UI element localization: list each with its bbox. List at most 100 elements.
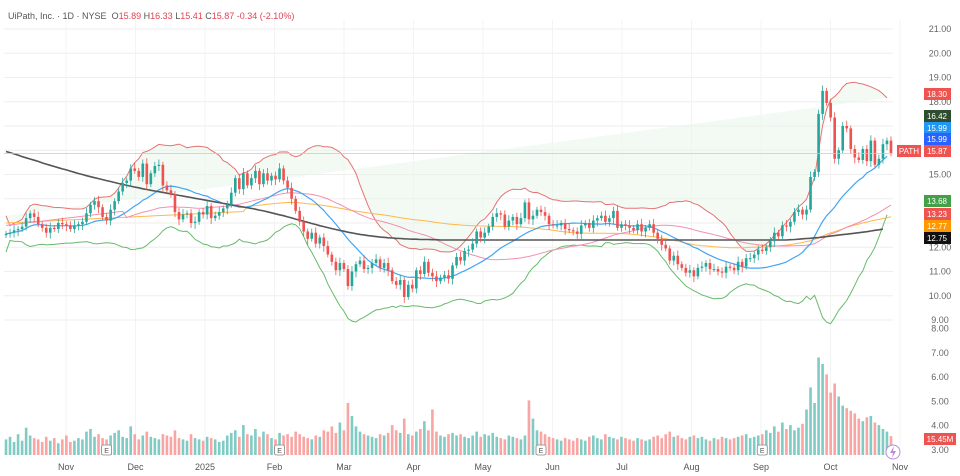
- candle-body[interactable]: [20, 226, 24, 230]
- candle-body[interactable]: [101, 207, 104, 217]
- candle-body[interactable]: [720, 271, 724, 273]
- candle-body[interactable]: [398, 279, 402, 285]
- candle-body[interactable]: [736, 261, 740, 271]
- candle-body[interactable]: [483, 232, 487, 238]
- earnings-marker[interactable]: [535, 444, 547, 456]
- candle-body[interactable]: [620, 224, 623, 228]
- candle-body[interactable]: [551, 224, 555, 226]
- candle-body[interactable]: [390, 270, 394, 282]
- candle-body[interactable]: [161, 164, 165, 186]
- candle-body[interactable]: [290, 187, 293, 199]
- candle-body[interactable]: [274, 175, 277, 180]
- candle-body[interactable]: [519, 218, 523, 225]
- candle-body[interactable]: [499, 213, 503, 215]
- candle-body[interactable]: [386, 263, 390, 271]
- candle-body[interactable]: [213, 215, 217, 219]
- candle-body[interactable]: [145, 163, 149, 185]
- candle-body[interactable]: [48, 227, 52, 233]
- candle-body[interactable]: [455, 256, 458, 266]
- candle-body[interactable]: [748, 258, 752, 260]
- candle-body[interactable]: [350, 271, 354, 287]
- candle-body[interactable]: [81, 221, 84, 225]
- candle-body[interactable]: [12, 230, 16, 233]
- candle-body[interactable]: [93, 201, 96, 205]
- candle-body[interactable]: [322, 237, 326, 247]
- candle-body[interactable]: [197, 212, 201, 222]
- candle-body[interactable]: [624, 224, 627, 226]
- candle-body[interactable]: [165, 185, 169, 191]
- candle-body[interactable]: [286, 180, 289, 188]
- candle-body[interactable]: [712, 269, 716, 271]
- candle-body[interactable]: [149, 173, 153, 185]
- candle-body[interactable]: [77, 224, 80, 226]
- candle-body[interactable]: [865, 149, 869, 162]
- candle-body[interactable]: [354, 264, 358, 272]
- candle-body[interactable]: [358, 260, 362, 265]
- candle-body[interactable]: [869, 140, 873, 162]
- candle-body[interactable]: [724, 266, 728, 273]
- candle-body[interactable]: [193, 221, 197, 223]
- candle-body[interactable]: [507, 220, 511, 227]
- candle-body[interactable]: [752, 254, 756, 259]
- candle-body[interactable]: [374, 259, 378, 264]
- candle-body[interactable]: [173, 193, 177, 213]
- candle-body[interactable]: [793, 212, 796, 222]
- candle-body[interactable]: [326, 246, 330, 255]
- candle-body[interactable]: [410, 284, 414, 289]
- candle-body[interactable]: [238, 178, 241, 190]
- candle-body[interactable]: [61, 223, 64, 225]
- candle-body[interactable]: [825, 90, 828, 103]
- earnings-marker[interactable]: [101, 444, 112, 456]
- candle-body[interactable]: [366, 267, 370, 270]
- candle-body[interactable]: [833, 117, 836, 159]
- candle-body[interactable]: [85, 213, 88, 222]
- candle-body[interactable]: [539, 209, 543, 213]
- candle-body[interactable]: [696, 267, 700, 277]
- candle-body[interactable]: [209, 206, 213, 219]
- candle-body[interactable]: [704, 263, 708, 267]
- candle-body[interactable]: [310, 232, 314, 239]
- candle-body[interactable]: [451, 265, 454, 279]
- candle-body[interactable]: [229, 192, 233, 205]
- candle-body[interactable]: [596, 218, 599, 221]
- candle-body[interactable]: [592, 220, 595, 228]
- candle-body[interactable]: [125, 180, 128, 183]
- candle-body[interactable]: [857, 157, 861, 160]
- candle-body[interactable]: [65, 224, 68, 226]
- candle-body[interactable]: [785, 225, 788, 227]
- candle-body[interactable]: [563, 223, 567, 230]
- candle-body[interactable]: [447, 275, 450, 279]
- candle-body[interactable]: [479, 231, 482, 238]
- candle-body[interactable]: [636, 224, 639, 231]
- candle-body[interactable]: [338, 263, 342, 271]
- candle-body[interactable]: [535, 209, 539, 216]
- candle-body[interactable]: [330, 254, 334, 262]
- candle-body[interactable]: [781, 225, 784, 237]
- candle-body[interactable]: [221, 208, 225, 213]
- candle-body[interactable]: [652, 224, 655, 233]
- earnings-marker[interactable]: [756, 444, 768, 456]
- candle-body[interactable]: [628, 225, 631, 228]
- candle-body[interactable]: [583, 223, 587, 226]
- candle-body[interactable]: [692, 270, 696, 277]
- candle-body[interactable]: [672, 255, 676, 261]
- candle-body[interactable]: [829, 102, 832, 118]
- candle-body[interactable]: [877, 158, 881, 165]
- candle-body[interactable]: [773, 232, 776, 242]
- candle-body[interactable]: [644, 227, 647, 232]
- earnings-marker[interactable]: [274, 444, 285, 456]
- candle-body[interactable]: [40, 224, 44, 228]
- candle-body[interactable]: [225, 204, 229, 209]
- candle-body[interactable]: [427, 261, 430, 273]
- candle-body[interactable]: [306, 231, 310, 239]
- candle-body[interactable]: [282, 168, 285, 181]
- candle-body[interactable]: [258, 170, 261, 185]
- symbol-name[interactable]: UiPath, Inc.: [8, 11, 55, 21]
- candle-body[interactable]: [439, 277, 442, 282]
- candle-body[interactable]: [394, 281, 398, 285]
- candle-body[interactable]: [137, 170, 141, 177]
- candle-body[interactable]: [467, 249, 470, 251]
- candle-body[interactable]: [298, 210, 301, 222]
- candle-body[interactable]: [873, 140, 877, 165]
- candle-body[interactable]: [881, 144, 885, 159]
